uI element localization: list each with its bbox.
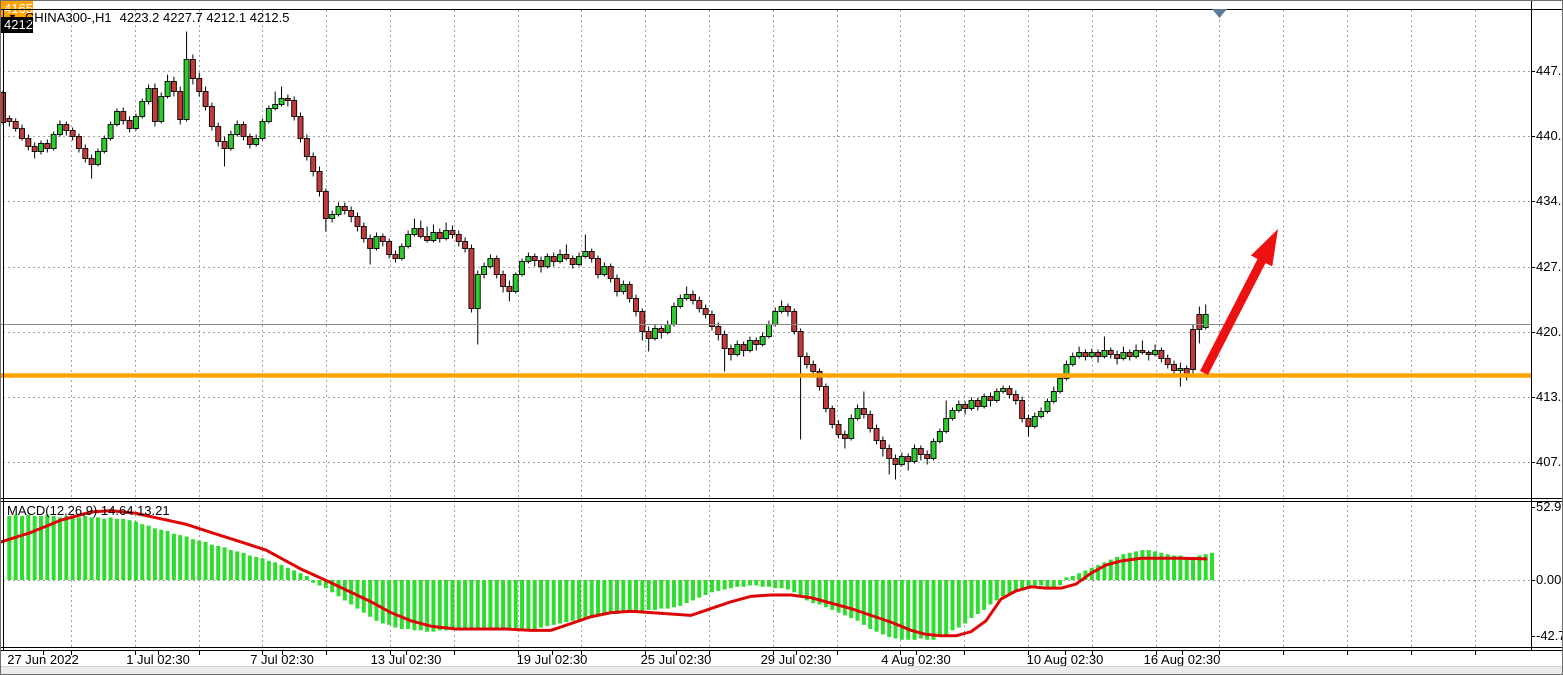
- time-tick-label: 4 Aug 02:30: [881, 652, 951, 667]
- time-tick-label: 7 Jul 02:30: [250, 652, 314, 667]
- time-tick-label: 27 Jun 2022: [7, 652, 79, 667]
- time-tick-label: 29 Jul 02:30: [760, 652, 832, 667]
- price-tick-label: 427.: [1536, 260, 1562, 274]
- time-tick-label: 19 Jul 02:30: [516, 652, 588, 667]
- time-tick-label: 1 Jul 02:30: [126, 652, 190, 667]
- window-bottom-edge: [1, 666, 1562, 674]
- panel-borders: [1, 1, 1562, 651]
- macd-histogram-layer: [7, 514, 1215, 640]
- current-price-badge: 4212: [1, 17, 33, 33]
- macd-signal-line: [1, 509, 1208, 638]
- gridlines: [3, 10, 1531, 647]
- axis-ticks: [43, 71, 1535, 655]
- time-tick-label: 25 Jul 02:30: [640, 652, 712, 667]
- price-tick-label: 420.: [1536, 325, 1562, 339]
- up-arrow-annotation[interactable]: [1199, 229, 1278, 376]
- price-tick-label: 447.: [1536, 64, 1562, 78]
- price-tick-label: 440.: [1536, 129, 1562, 143]
- time-tick-label: 10 Aug 02:30: [1026, 652, 1104, 667]
- time-tick-label: 16 Aug 02:30: [1143, 652, 1221, 667]
- price-tick-label: 413.: [1536, 390, 1562, 404]
- price-tick-label: 434.: [1536, 194, 1562, 208]
- macd-tick-label: -42.7: [1536, 629, 1563, 643]
- macd-tick-label: 52.9: [1536, 500, 1562, 514]
- chart-title: ▼ CHINA300-,H1 4223.2 4227.7 4212.1 4212…: [8, 10, 290, 25]
- symbol-dropdown-icon[interactable]: ▼: [8, 11, 17, 22]
- time-tick-label: 13 Jul 02:30: [370, 652, 442, 667]
- ohlc-values-label: 4223.2 4227.7 4212.1 4212.5: [119, 10, 290, 25]
- scroll-shift-marker-icon[interactable]: [1212, 9, 1227, 18]
- price-tick-label: 407.: [1536, 455, 1562, 469]
- macd-tick-label: 0.00: [1536, 573, 1562, 587]
- macd-indicator-label: MACD(12,26,9) 14.64 13.21: [7, 503, 170, 518]
- symbol-period-label: CHINA300-,H1: [24, 10, 112, 25]
- candles-layer: [1, 31, 1209, 480]
